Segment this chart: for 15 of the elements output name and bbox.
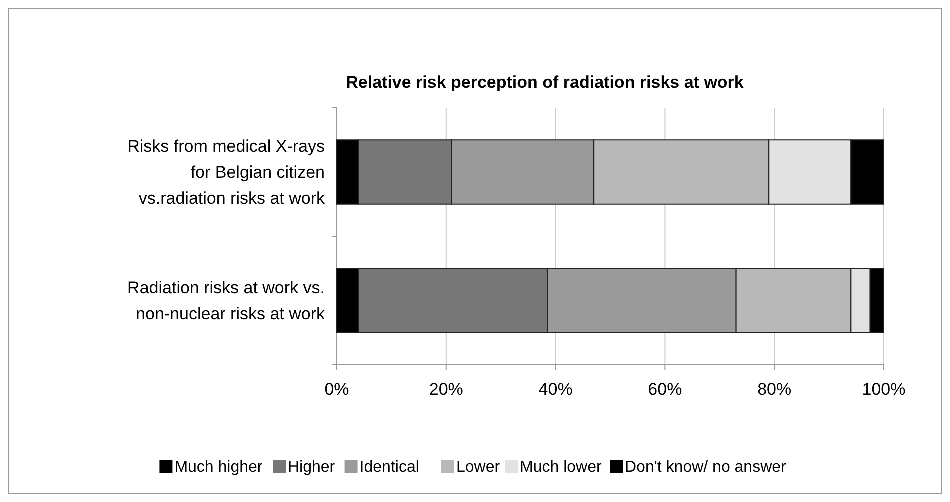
y-tick-label: Risks from medical X-rays for Belgian citizen vs.radiation risks at work — [128, 137, 326, 208]
legend-label: Much higher — [174, 459, 264, 476]
x-tick-label: 20% — [429, 380, 464, 399]
x-tick-label: 100% — [862, 380, 906, 399]
x-tick-label: 40% — [538, 380, 573, 399]
y-tick-label: Radiation risks at work vs. non-nuclear risks at work — [128, 278, 326, 324]
legend-label: Lower — [456, 459, 501, 476]
legend-label: Don't know/ no answer — [625, 459, 788, 476]
chart-title: Relative risk perception of radiation risks at work — [346, 73, 744, 92]
legend-label: Identical — [360, 459, 420, 476]
legend-label: Much lower — [520, 459, 602, 476]
x-tick-label: 60% — [648, 380, 682, 399]
legend-label: Higher — [288, 459, 336, 476]
x-tick-label: 80% — [758, 380, 792, 399]
x-tick-label: 0% — [324, 380, 350, 399]
